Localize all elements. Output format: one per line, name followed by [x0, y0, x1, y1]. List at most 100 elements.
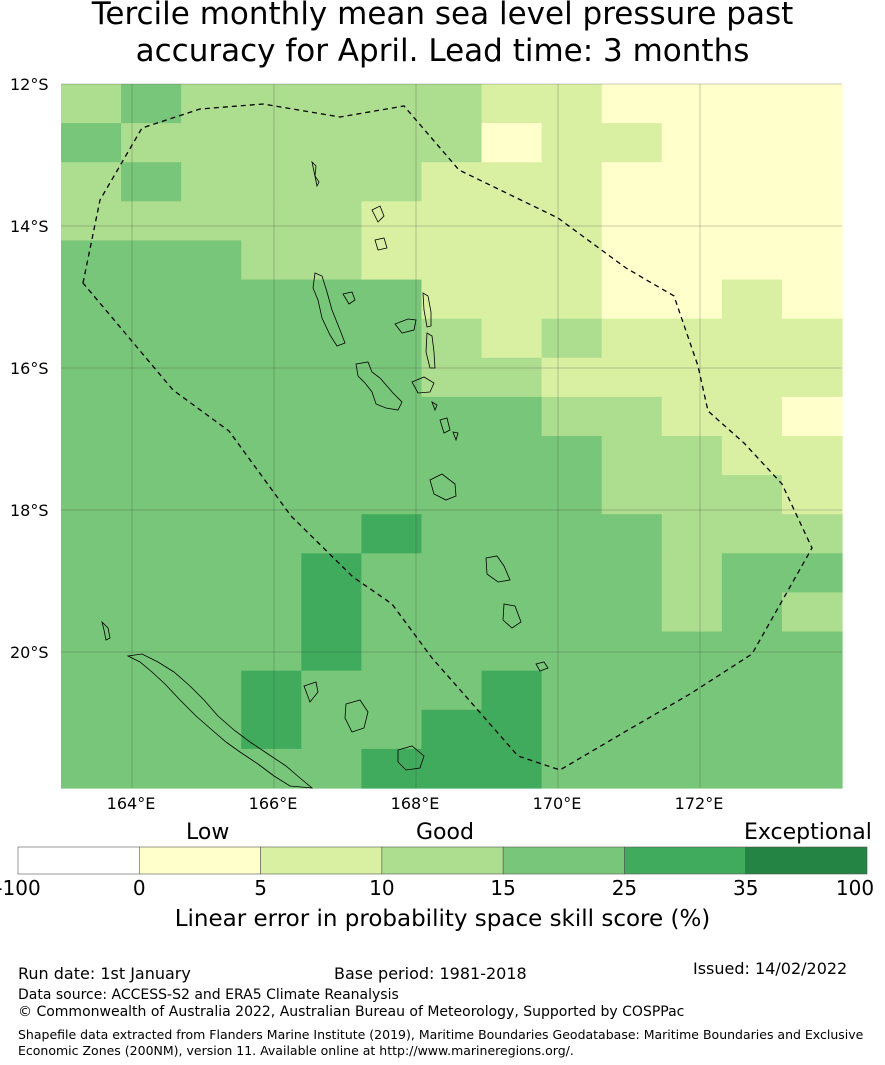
colorbar-swatch [260, 846, 383, 875]
grid-cell [301, 357, 362, 398]
grid-cell [661, 162, 723, 202]
grid-cell [481, 84, 543, 124]
colorbar-category-good: Good [416, 820, 474, 845]
grid-cell [661, 123, 723, 163]
colorbar-tick: 25 [611, 876, 638, 900]
grid-cell [481, 279, 543, 320]
grid-cell [721, 279, 783, 320]
grid-cell [241, 123, 302, 163]
island-belep [101, 620, 111, 641]
grid-cell [601, 123, 663, 163]
grid-cell [481, 748, 543, 789]
grid-cell [301, 553, 362, 594]
grid-cell [181, 475, 242, 515]
grid-cell [361, 279, 423, 320]
graticule [61, 83, 842, 788]
grid-cell [241, 162, 302, 202]
island-tanna [502, 603, 522, 629]
grid-cell [601, 514, 663, 554]
grid-cell [301, 201, 362, 242]
grid-cell [301, 396, 362, 437]
grid-cell [181, 436, 242, 476]
grid-cell [301, 709, 362, 750]
grid-cell [61, 357, 122, 398]
grid-cell [601, 201, 663, 242]
grid-cell [61, 201, 122, 242]
island-efate [429, 473, 457, 501]
island-ambae [394, 318, 417, 334]
grid-cell [61, 670, 122, 711]
grid-cell [301, 514, 362, 554]
grid-cell [421, 396, 483, 437]
island-torres [311, 160, 320, 188]
grid-cell [301, 670, 362, 711]
grid-cell [721, 162, 783, 202]
grid-cell [601, 357, 663, 398]
grid-cell [421, 514, 483, 554]
grid-cell [541, 162, 603, 202]
grid-cell [601, 279, 663, 320]
grid-cell [541, 514, 603, 554]
grid-cell [781, 709, 843, 750]
grid-cell [361, 396, 423, 437]
grid-cell [301, 436, 362, 476]
grid-cell [241, 240, 302, 281]
grid-cell [721, 357, 783, 398]
grid-cell [361, 240, 423, 281]
colorbar-swatch [624, 846, 747, 875]
grid-cell [661, 84, 723, 124]
lat-label-20s: 20°S [10, 643, 49, 662]
grid-cell [721, 240, 783, 281]
colorbar-tick: 0 [132, 876, 146, 900]
grid-cell [781, 475, 843, 515]
island-paama [431, 401, 438, 412]
grid-cell [721, 748, 783, 789]
grid-cell [721, 436, 783, 476]
skill-grid [61, 84, 843, 789]
island-tongoa [452, 431, 459, 442]
grid-cell [541, 318, 603, 359]
data-source: Data source: ACCESS-S2 and ERA5 Climate … [18, 987, 399, 1003]
grid-cell [781, 436, 843, 476]
grid-cell [481, 396, 543, 437]
grid-cell [601, 748, 663, 789]
colorbar-tick: 10 [369, 876, 395, 900]
grid-cell [541, 357, 603, 398]
grid-cell [121, 709, 182, 750]
grid-cell [361, 123, 423, 163]
grid-cell [61, 592, 122, 633]
grid-cell [661, 396, 723, 437]
grid-cell [541, 201, 603, 242]
grid-cell [241, 475, 302, 515]
grid-cell [181, 279, 242, 320]
grid-cell [61, 396, 122, 437]
grid-cell [121, 201, 182, 242]
lon-label-172e: 172°E [674, 794, 724, 813]
chart-title: Tercile monthly mean sea level pressure … [0, 0, 885, 70]
grid-cell [781, 631, 843, 672]
grid-cell [541, 240, 603, 281]
colorbar-category-low: Low [186, 820, 230, 845]
colorbar-swatch [745, 846, 868, 875]
grid-cell [481, 514, 543, 554]
grid-cell [241, 201, 302, 242]
lat-label-14s: 14°S [10, 217, 49, 236]
run-date: Run date: 1st January [18, 964, 191, 983]
grid-cell [181, 162, 242, 202]
grid-cell [661, 709, 723, 750]
grid-cell [61, 318, 122, 359]
grid-cell [301, 123, 362, 163]
grid-cell [781, 84, 843, 124]
colorbar-swatch [17, 846, 140, 875]
grid-cell [721, 396, 783, 437]
grid-cell [241, 84, 302, 124]
grid-cell [181, 240, 242, 281]
grid-cell [421, 318, 483, 359]
grid-cell [301, 84, 362, 124]
grid-cell [661, 631, 723, 672]
grid-cell [181, 553, 242, 594]
grid-cell [121, 123, 182, 163]
colorbar-swatches [17, 846, 868, 875]
grid-cell [181, 748, 242, 789]
grid-cell [241, 514, 302, 554]
